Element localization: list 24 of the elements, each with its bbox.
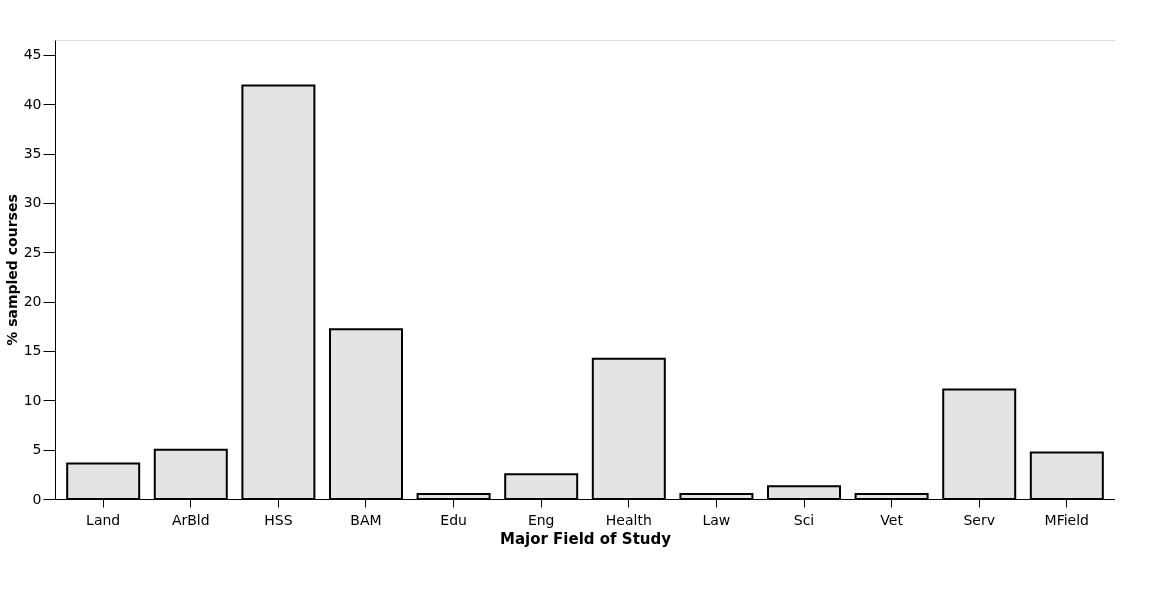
x-tick-label: BAM [350, 511, 382, 528]
x-tick-label: Sci [793, 511, 815, 528]
y-tick-label: 30 [23, 194, 42, 211]
y-axis-title: % sampled courses [3, 194, 20, 346]
y-tick-label: 5 [32, 441, 42, 458]
x-axis-title: Major Field of Study [500, 529, 672, 548]
y-tick-label: 10 [23, 391, 42, 408]
x-tick-label: Eng [527, 511, 555, 528]
x-tick-label: Serv [963, 511, 995, 528]
x-tick-label: Law [702, 511, 731, 528]
y-tick-label: 0 [32, 490, 42, 507]
y-tick-label: 25 [23, 243, 42, 260]
y-tick-label: 35 [23, 145, 42, 162]
y-tick-label: 40 [23, 95, 42, 112]
x-tick-label: MField [1044, 511, 1090, 528]
x-tick-label: Edu [440, 511, 467, 528]
y-tick-label: 15 [23, 342, 42, 359]
x-tick-label: ArBld [171, 511, 210, 528]
x-tick-label: Land [86, 511, 121, 528]
y-tick-label: 20 [23, 293, 42, 310]
x-tick-label: HSS [264, 511, 293, 528]
x-tick-label: Health [605, 511, 652, 528]
x-tick-label: Vet [880, 511, 904, 528]
y-tick-label: 45 [23, 46, 42, 63]
